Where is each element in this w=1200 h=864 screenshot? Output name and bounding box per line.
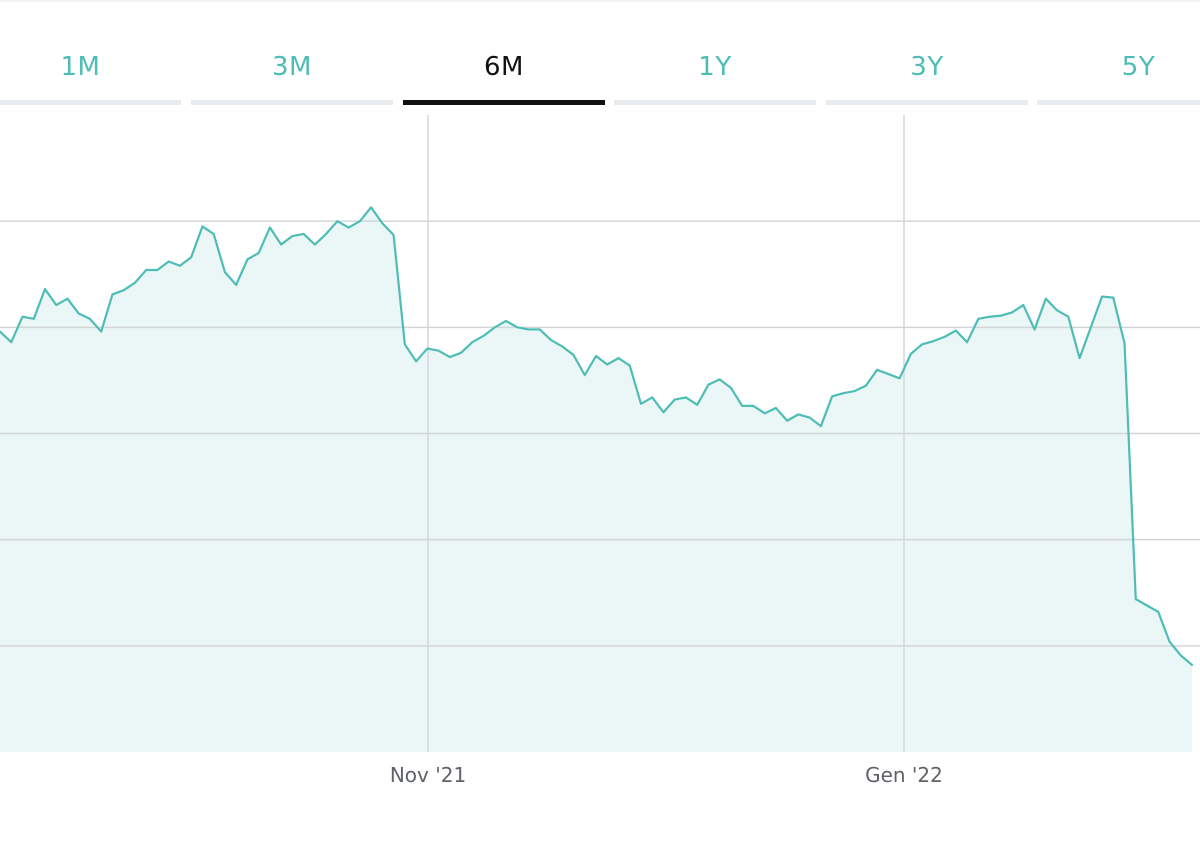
area-fill <box>0 207 1192 752</box>
tab-underline <box>614 100 816 105</box>
tab-3y[interactable]: 3Y <box>826 0 1028 106</box>
tab-label: 3M <box>272 52 312 82</box>
top-divider <box>0 0 1200 2</box>
tab-3m[interactable]: 3M <box>191 0 393 106</box>
tab-5y[interactable]: 5Y <box>1037 0 1200 106</box>
tab-label: 6M <box>484 52 524 82</box>
tab-label: 5Y <box>1121 52 1156 82</box>
tab-underline <box>403 100 605 105</box>
time-range-tabs: 1M 3M 6M 1Y 3Y 5Y <box>0 0 1200 106</box>
x-tick-label: Gen '22 <box>865 763 943 787</box>
tab-label: 1Y <box>698 52 732 82</box>
tab-1y[interactable]: 1Y <box>614 0 816 106</box>
tab-underline <box>1037 100 1200 105</box>
tab-underline <box>0 100 181 105</box>
tab-label: 3Y <box>910 52 944 82</box>
x-tick-label: Nov '21 <box>390 763 466 787</box>
tab-6m[interactable]: 6M <box>403 0 605 106</box>
tab-1m[interactable]: 1M <box>0 0 181 106</box>
tab-label: 1M <box>60 52 101 82</box>
price-line <box>0 206 1194 667</box>
tab-underline <box>191 100 393 105</box>
tab-underline <box>826 100 1028 105</box>
